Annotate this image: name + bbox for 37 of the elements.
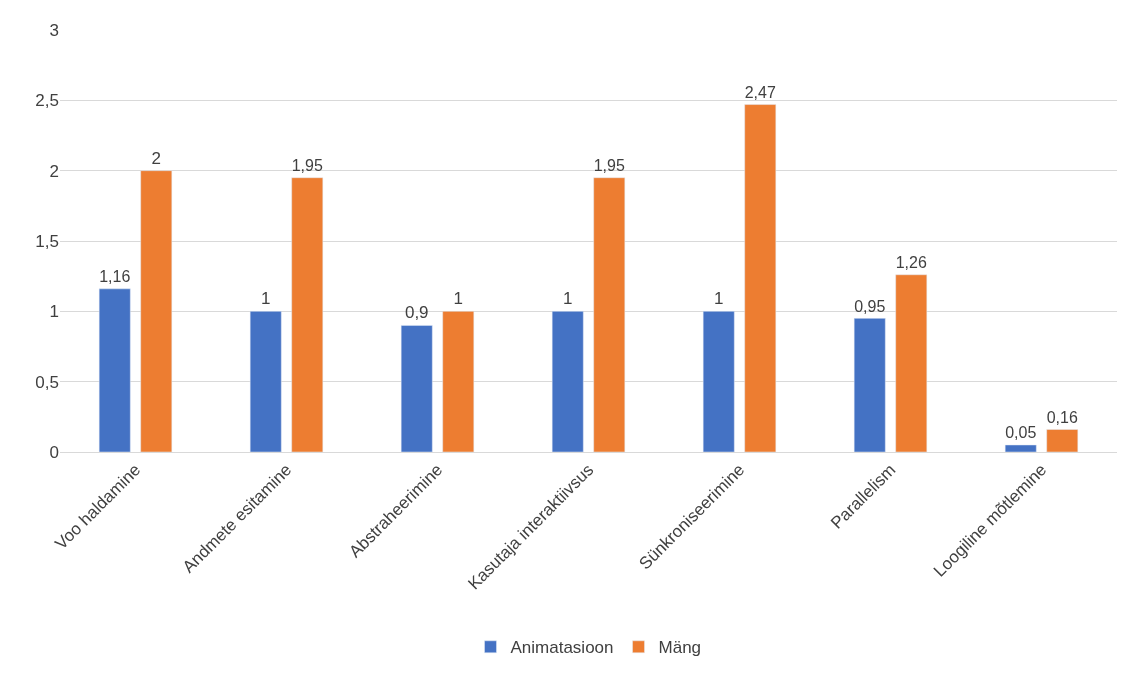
bar <box>744 104 777 452</box>
y-tick-label: 2,5 <box>35 91 59 111</box>
data-label: 2,47 <box>744 83 776 101</box>
data-label: 1 <box>261 289 271 309</box>
data-label: 1,95 <box>291 156 323 174</box>
bar <box>1046 429 1079 452</box>
y-tick-label: 1,5 <box>35 231 59 251</box>
y-tick-label: 3 <box>49 20 59 40</box>
data-label: 0,9 <box>404 303 429 323</box>
bar <box>291 177 324 452</box>
bar <box>702 311 735 452</box>
bar <box>593 177 626 452</box>
bar <box>853 318 886 452</box>
data-label: 0,95 <box>854 297 886 315</box>
bar <box>98 288 131 452</box>
bar <box>1004 444 1037 452</box>
data-label: 1,26 <box>895 254 927 271</box>
data-label: 1 <box>453 289 463 309</box>
y-tick-label: 0,5 <box>35 372 59 392</box>
y-tick-label: 2 <box>49 161 59 181</box>
data-label: 1 <box>563 289 573 309</box>
bar <box>442 311 475 452</box>
bar <box>895 274 928 452</box>
bar <box>249 311 282 452</box>
y-tick-label: 0 <box>49 442 59 462</box>
data-label: 1 <box>714 289 724 309</box>
data-label: 0,16 <box>1046 408 1078 426</box>
data-label: 1,95 <box>593 156 625 174</box>
bar <box>551 311 584 452</box>
legend-label: Mäng <box>658 638 702 658</box>
bar <box>140 170 173 452</box>
bar <box>400 325 433 452</box>
legend-label: Animatasioon <box>510 638 614 658</box>
data-label: 0,05 <box>1005 424 1037 442</box>
data-label: 2 <box>151 148 161 168</box>
y-tick-label: 1 <box>49 302 59 322</box>
data-label: 1,16 <box>99 268 131 286</box>
